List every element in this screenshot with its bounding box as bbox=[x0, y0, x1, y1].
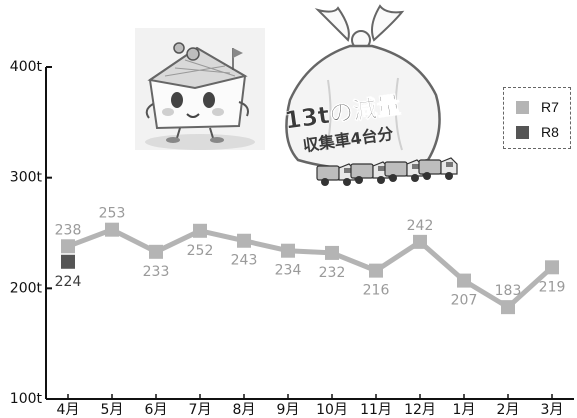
x-tick-label: 5月 bbox=[101, 402, 124, 418]
data-label-r7: 219 bbox=[539, 279, 566, 295]
x-tick-label: 6月 bbox=[145, 402, 168, 418]
data-point-r7 bbox=[369, 263, 383, 278]
data-label-r7: 232 bbox=[319, 265, 346, 281]
legend: R7 R8 bbox=[503, 87, 571, 149]
series-line-r7 bbox=[67, 227, 554, 310]
x-tick-label: 8月 bbox=[233, 402, 256, 418]
y-tick-label: 100t bbox=[10, 391, 43, 407]
x-tick-label: 7月 bbox=[189, 402, 212, 418]
legend-item-r7: R7 bbox=[516, 99, 559, 115]
legend-swatch-r7 bbox=[516, 100, 529, 114]
data-point-r7 bbox=[105, 222, 119, 237]
x-tick-label: 1月 bbox=[453, 402, 476, 418]
cake-mascot-icon bbox=[135, 28, 265, 150]
data-point-r7 bbox=[237, 233, 251, 248]
data-point-r7 bbox=[545, 260, 559, 275]
data-label-r7: 253 bbox=[99, 206, 126, 222]
x-tick-label: 4月 bbox=[57, 402, 80, 418]
x-tick-label: 2月 bbox=[497, 402, 520, 418]
garbage-truck-icon bbox=[316, 157, 458, 186]
x-tick-label: 3月 bbox=[541, 402, 564, 418]
data-label-r7: 238 bbox=[55, 222, 82, 238]
x-tick-label: 12月 bbox=[404, 402, 436, 418]
data-point-r7 bbox=[281, 243, 295, 258]
data-point-r7 bbox=[501, 300, 515, 315]
data-point-r7 bbox=[61, 239, 75, 254]
data-point-r7 bbox=[193, 223, 207, 238]
data-point-r7 bbox=[413, 234, 427, 249]
x-tick-label: 9月 bbox=[277, 402, 300, 418]
data-point-r7 bbox=[149, 244, 163, 259]
legend-swatch-r8 bbox=[516, 125, 529, 139]
y-tick-label: 400t bbox=[10, 59, 43, 75]
data-label-r7: 243 bbox=[231, 253, 258, 269]
y-tick-label: 300t bbox=[10, 170, 43, 186]
data-label-r7: 242 bbox=[407, 218, 434, 234]
x-tick-label: 11月 bbox=[360, 402, 392, 418]
legend-label-r7: R7 bbox=[541, 99, 559, 115]
y-tick-label: 200t bbox=[10, 280, 43, 296]
data-point-r7 bbox=[457, 273, 471, 288]
legend-item-r8: R8 bbox=[516, 124, 559, 140]
data-point-r8 bbox=[61, 254, 75, 269]
data-label-r7: 216 bbox=[363, 283, 390, 299]
data-label-r7: 252 bbox=[187, 243, 214, 259]
garbage-bag-icon: 13tの減量 収集車4台分 bbox=[283, 4, 441, 171]
data-label-r7: 183 bbox=[495, 283, 522, 299]
x-tick-label: 10月 bbox=[316, 402, 348, 418]
data-point-r7 bbox=[325, 245, 339, 260]
data-label-r7: 233 bbox=[143, 264, 170, 280]
data-label-r7: 207 bbox=[451, 293, 478, 309]
legend-label-r8: R8 bbox=[541, 124, 559, 140]
data-label-r7: 234 bbox=[275, 263, 302, 279]
data-label-r8: 224 bbox=[55, 274, 82, 290]
